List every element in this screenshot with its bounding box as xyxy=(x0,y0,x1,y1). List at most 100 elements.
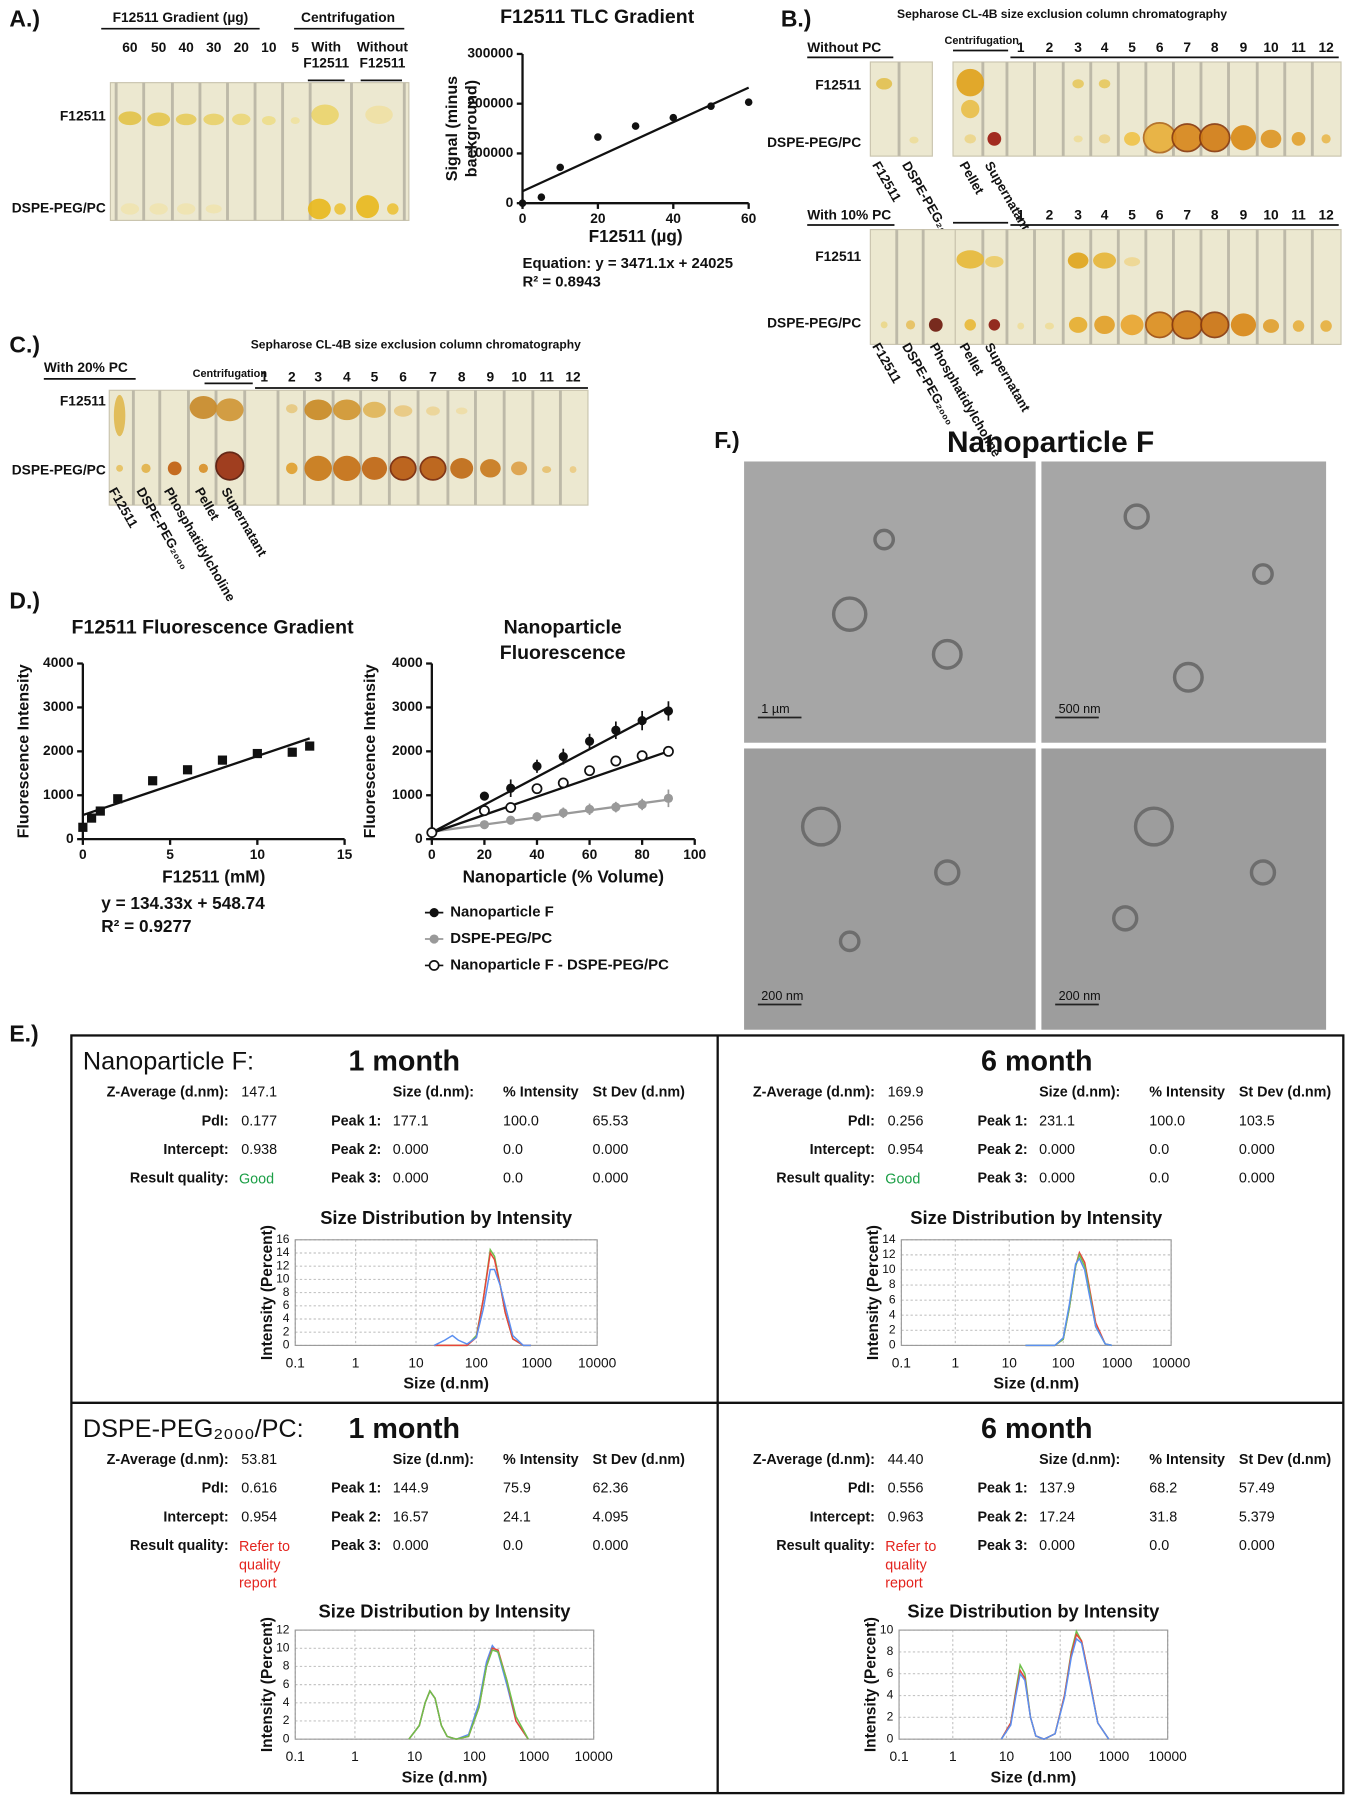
spot xyxy=(1171,123,1203,153)
x-tick-label: 10 xyxy=(999,1749,1015,1764)
point xyxy=(531,783,543,795)
distribution-line xyxy=(1000,1637,1110,1740)
micrograph xyxy=(1041,461,1327,743)
point xyxy=(479,791,490,801)
x-tick-label: 10 xyxy=(250,847,266,862)
spot xyxy=(286,404,298,414)
micrograph xyxy=(744,748,1036,1030)
field-value: 169.9 xyxy=(888,1085,924,1101)
spot xyxy=(304,455,332,481)
table-cell: 17.24 xyxy=(1039,1509,1075,1525)
field-value: Refer to quality report xyxy=(885,1538,937,1592)
chart-title: Size Distribution by Intensity xyxy=(318,1601,571,1622)
spot xyxy=(985,255,1004,268)
chart-title: F12511 TLC Gradient xyxy=(500,5,695,28)
fraction-label: 6 xyxy=(399,369,407,384)
point xyxy=(113,794,123,804)
y-tick-label: 1000 xyxy=(392,787,423,802)
table-frame xyxy=(70,1034,1345,1795)
chart-title: Nanoparticle Fluorescence xyxy=(499,616,626,664)
fit-line xyxy=(431,798,669,833)
spot xyxy=(876,78,893,90)
point xyxy=(558,752,568,762)
point xyxy=(611,725,621,735)
y-tick-label: 16 xyxy=(276,1232,290,1246)
fraction-label: 12 xyxy=(1318,207,1334,222)
panel-label: F.) xyxy=(714,427,739,453)
lane-label-box: With F12511 xyxy=(303,39,349,71)
x-tick-label: 60 xyxy=(741,211,757,226)
row-label: DSPE-PEG/PC xyxy=(767,315,861,330)
spot xyxy=(261,115,276,126)
fraction-label: 7 xyxy=(429,369,437,384)
x-tick-label: 100 xyxy=(683,847,706,862)
table-cell: 144.9 xyxy=(393,1481,429,1497)
tlc-plate xyxy=(109,82,410,221)
spot xyxy=(1098,134,1111,144)
legend-label: DSPE-PEG/PC xyxy=(450,930,552,947)
legend-marker xyxy=(429,908,439,918)
peak-label: Peak 1: xyxy=(977,1481,1027,1497)
column-header: Size (d.nm): xyxy=(393,1085,474,1101)
spot xyxy=(956,68,985,97)
y-tick-label: 3000 xyxy=(392,699,423,714)
point xyxy=(506,815,516,825)
annotation: R² = 0.9277 xyxy=(101,916,191,936)
y-tick-label: 4000 xyxy=(392,655,423,670)
y-tick-label: 10 xyxy=(882,1262,896,1276)
table-cell: 0.000 xyxy=(393,1142,429,1158)
point xyxy=(663,706,674,716)
spot xyxy=(1120,314,1144,336)
lane-label: Without F12511 xyxy=(356,39,409,72)
table-cell: 65.53 xyxy=(593,1113,629,1129)
field-label: PdI: xyxy=(202,1113,229,1129)
y-tick-label: 2 xyxy=(889,1323,896,1337)
fraction-label: 11 xyxy=(539,369,554,384)
column-header: Size (d.nm): xyxy=(1039,1452,1120,1468)
group-label: Centrifugation xyxy=(193,368,267,380)
vesicle xyxy=(800,806,842,847)
x-tick-label: 40 xyxy=(529,847,545,862)
spot xyxy=(387,203,399,215)
peak-label: Peak 1: xyxy=(331,1113,381,1129)
spot xyxy=(393,405,413,417)
y-axis-label: Intensity (Percent) xyxy=(865,1225,882,1360)
spot xyxy=(203,113,225,126)
point xyxy=(478,805,490,817)
y-tick-label: 0 xyxy=(506,195,514,210)
distribution-line xyxy=(434,1250,531,1347)
point xyxy=(78,822,88,832)
field-value: Good xyxy=(238,1170,275,1187)
table-cell: 4.095 xyxy=(593,1509,629,1525)
fraction-label: 12 xyxy=(1318,40,1334,55)
spot xyxy=(1171,310,1203,340)
y-tick-label: 2 xyxy=(887,1710,894,1724)
x-tick-label: 10000 xyxy=(575,1749,614,1764)
legend-marker xyxy=(429,934,439,944)
x-tick-label: 5 xyxy=(166,847,174,862)
field-label: Result quality: xyxy=(130,1171,229,1187)
y-tick-label: 10 xyxy=(276,1640,290,1654)
spot xyxy=(1124,257,1141,267)
spot xyxy=(362,401,386,418)
column-header: St Dev (d.nm) xyxy=(593,1085,686,1101)
point xyxy=(669,113,678,122)
point xyxy=(532,812,542,822)
field-label: Intercept: xyxy=(163,1142,228,1158)
spot xyxy=(286,462,298,475)
fraction-label: 7 xyxy=(1183,40,1191,55)
row-label: DSPE-PEG/PC xyxy=(12,462,106,477)
point xyxy=(594,133,602,141)
column-header: F12511 Gradient (µg) xyxy=(113,10,249,25)
vesicle xyxy=(931,638,963,670)
vesicle xyxy=(1133,806,1174,847)
group-label: Centrifugation xyxy=(944,35,1018,47)
y-tick-label: 300000 xyxy=(467,46,513,61)
x-tick-label: 1 xyxy=(352,1355,360,1370)
spot xyxy=(333,399,361,421)
x-tick-label: 1000 xyxy=(1102,1355,1133,1370)
x-tick-label: 40 xyxy=(666,211,682,226)
point xyxy=(557,777,569,789)
spot xyxy=(419,456,447,481)
spot xyxy=(1072,79,1084,89)
